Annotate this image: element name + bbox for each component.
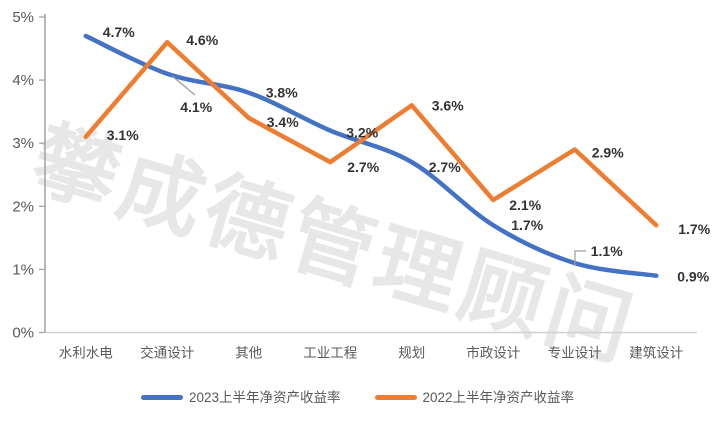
y-tick-label: 5%	[12, 9, 34, 26]
y-tick-label: 0%	[12, 325, 34, 342]
data-label-series0-pt7: 0.9%	[677, 269, 709, 285]
data-label-series0-pt2: 3.8%	[266, 85, 298, 101]
series-line-1	[83, 39, 659, 228]
data-label-series1-pt4: 3.6%	[432, 97, 464, 113]
label-leader-line	[574, 250, 586, 265]
legend-label-2023: 2023上半年净资产收益率	[188, 390, 341, 405]
chart-legend: 2023上半年净资产收益率 2022上半年净资产收益率	[0, 389, 715, 406]
data-label-series0-pt0: 4.7%	[103, 24, 135, 40]
y-tick-label: 3%	[12, 135, 34, 152]
data-label-series1-pt3: 2.7%	[347, 159, 379, 175]
data-label-series1-pt0: 3.1%	[107, 127, 139, 143]
category-label: 交通设计	[140, 345, 194, 361]
category-label: 专业设计	[548, 346, 602, 361]
data-label-series0-pt3: 3.2%	[346, 125, 378, 141]
category-label: 建筑设计	[629, 346, 683, 361]
data-label-series0-pt5: 1.7%	[511, 217, 543, 233]
data-label-series0-pt1: 4.1%	[180, 99, 212, 115]
category-label: 工业工程	[303, 346, 357, 361]
legend-swatch-2023-line	[140, 395, 183, 400]
category-label: 规划	[398, 346, 425, 361]
data-label-series1-pt5: 2.1%	[509, 197, 541, 213]
y-tick-label: 4%	[12, 72, 34, 89]
category-label: 其他	[235, 346, 262, 361]
legend-item-2022: 2022上半年净资产收益率	[374, 389, 575, 406]
data-label-series0-pt6: 1.1%	[591, 243, 623, 259]
category-label: 市政设计	[466, 345, 520, 361]
series-line-0	[83, 33, 659, 278]
data-label-series0-pt4: 2.7%	[429, 159, 461, 175]
legend-swatch-2022-line	[374, 395, 417, 400]
legend-label-2022: 2022上半年净资产收益率	[422, 390, 575, 405]
y-tick-label: 1%	[12, 261, 34, 278]
label-leader-line	[171, 75, 196, 96]
data-label-series1-pt1: 4.6%	[186, 32, 218, 48]
data-label-series1-pt7: 1.7%	[678, 221, 710, 237]
data-label-series1-pt6: 2.9%	[592, 145, 624, 161]
legend-item-2023: 2023上半年净资产收益率	[140, 389, 341, 406]
category-label: 水利水电	[59, 346, 113, 361]
y-tick-label: 2%	[12, 198, 34, 215]
data-label-series1-pt2: 3.4%	[267, 114, 299, 130]
